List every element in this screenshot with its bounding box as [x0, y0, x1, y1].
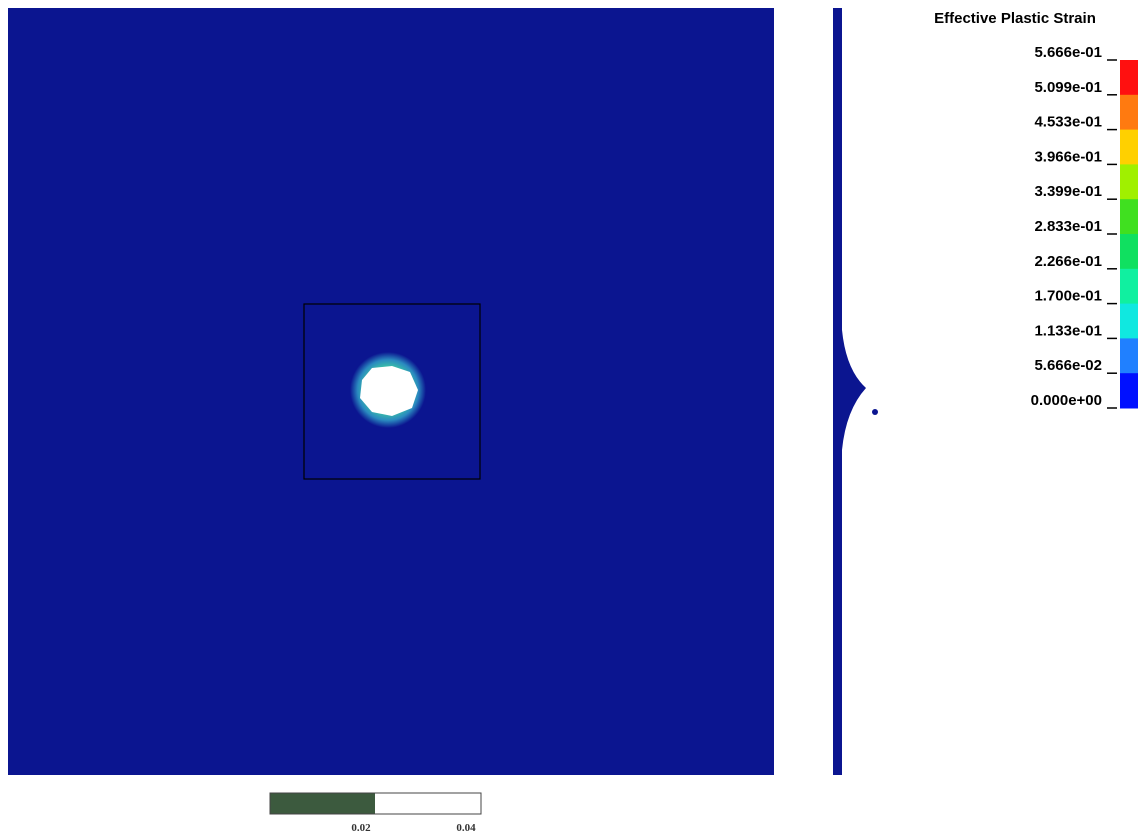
legend-label: 5.099e-01 [1034, 79, 1102, 96]
legend-band [1120, 164, 1138, 199]
legend-label: 3.966e-01 [1034, 148, 1102, 165]
fragment [872, 409, 878, 415]
legend-band [1120, 234, 1138, 269]
legend-label: 2.266e-01 [1034, 253, 1102, 270]
legend-label: 5.666e-01 [1034, 44, 1102, 61]
legend-band [1120, 199, 1138, 234]
legend-label: 1.133e-01 [1034, 322, 1102, 339]
legend-band [1120, 130, 1138, 165]
legend-label: 4.533e-01 [1034, 114, 1102, 131]
legend-title: Effective Plastic Strain [934, 10, 1096, 27]
side-profile [833, 8, 866, 775]
scale-label: 0.02 [351, 822, 371, 834]
legend-label: 5.666e-02 [1034, 357, 1102, 374]
legend-band [1120, 338, 1138, 373]
legend-band [1120, 60, 1138, 95]
screen: Effective Plastic Strain 5.666e-01 5.099e… [0, 0, 1144, 835]
scale-bar-fill [270, 793, 375, 814]
legend-label: 3.399e-01 [1034, 183, 1102, 200]
legend-band [1120, 269, 1138, 304]
legend-label: 1.700e-01 [1034, 288, 1102, 305]
legend: 5.666e-01 5.099e-01 4.533e-01 3.966e-01 3.39… [1031, 44, 1138, 409]
legend-label: 0.000e+00 [1031, 392, 1102, 409]
legend-band [1120, 95, 1138, 130]
legend-band [1120, 373, 1138, 408]
legend-label: 2.833e-01 [1034, 218, 1102, 235]
legend-band [1120, 304, 1138, 339]
scale-label: 0.04 [456, 822, 476, 834]
